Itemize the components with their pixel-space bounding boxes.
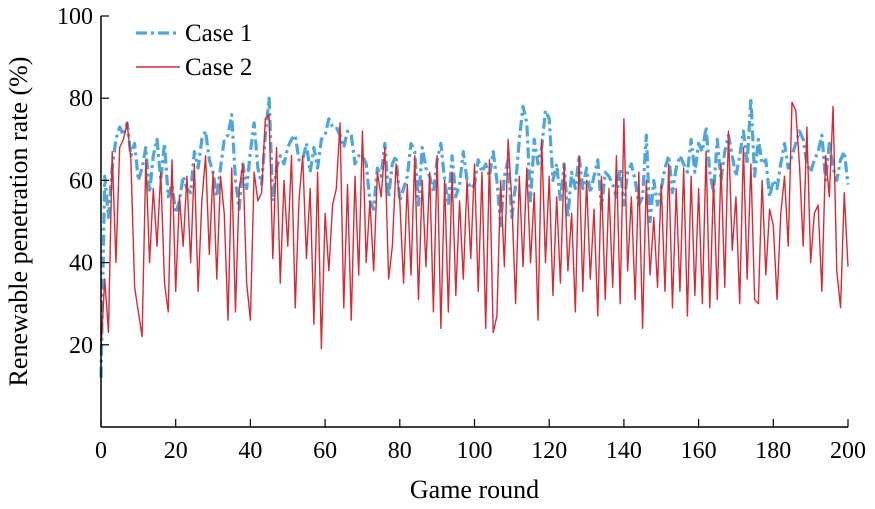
- y-tick-label-100: 100: [57, 4, 93, 30]
- legend-label-case-1: Case 1: [185, 20, 252, 47]
- x-tick-label-140: 140: [606, 438, 642, 464]
- x-tick-label-40: 40: [238, 438, 262, 464]
- x-tick-label-80: 80: [388, 438, 412, 464]
- y-tick-label-80: 80: [69, 86, 93, 112]
- x-tick-label-0: 0: [95, 438, 107, 464]
- x-tick-label-180: 180: [755, 438, 791, 464]
- ticks-layer: 0 20 40 60 80 100 120 140 160 180 200 20 40 60 80 100: [57, 4, 866, 464]
- x-tick-label-160: 160: [681, 438, 717, 464]
- y-tick-label-20: 20: [69, 333, 93, 359]
- series-line-case-1: [99, 96, 850, 378]
- x-tick-label-100: 100: [457, 438, 493, 464]
- y-tick-label-40: 40: [69, 251, 93, 277]
- legend: Case 1 Case 2: [136, 20, 252, 81]
- x-axis-title: Game round: [410, 475, 539, 504]
- series-line-case-2: [100, 101, 849, 350]
- x-tick-label-60: 60: [313, 438, 337, 464]
- y-axis-title: Renewable penetration rate (%): [4, 57, 33, 387]
- x-tick-label-20: 20: [164, 438, 188, 464]
- legend-label-case-2: Case 2: [185, 54, 252, 81]
- x-tick-label-200: 200: [830, 438, 866, 464]
- y-tick-label-60: 60: [69, 168, 93, 194]
- series-layer: [99, 96, 850, 378]
- x-tick-label-120: 120: [531, 438, 567, 464]
